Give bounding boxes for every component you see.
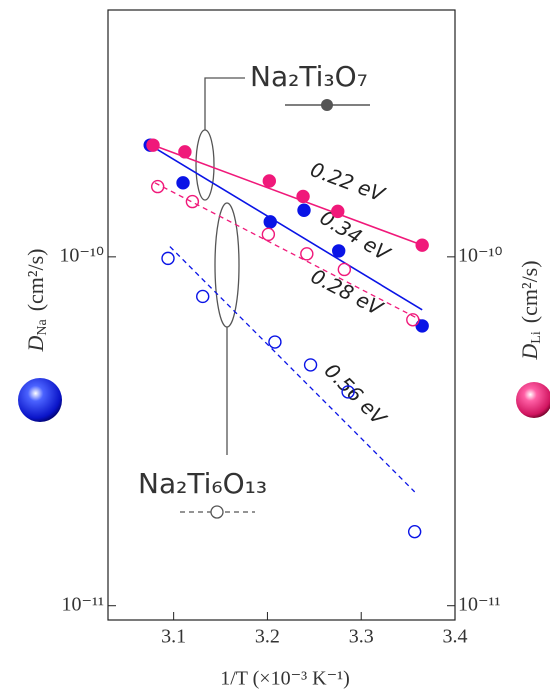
data-point	[161, 251, 175, 266]
data-point	[297, 203, 311, 217]
data-point	[341, 385, 355, 399]
data-point	[185, 194, 200, 209]
sodium-sphere	[18, 378, 62, 422]
data-point	[151, 179, 165, 194]
fit-line	[152, 144, 423, 246]
legend-label: Na₂Ti₃O₇	[250, 60, 368, 93]
data-point	[146, 138, 160, 152]
data-point	[176, 176, 190, 190]
y2-label-unit: (cm²/s)	[517, 260, 542, 323]
connector	[204, 77, 245, 130]
fit-line	[154, 182, 421, 321]
x-axis-label: 1/T (×10⁻³ K⁻¹)	[220, 668, 350, 690]
plot-frame	[107, 9, 456, 621]
data-point	[303, 358, 318, 372]
y2-label-symbol: D	[517, 344, 542, 361]
legend-entry: Na₂Ti₃O₇	[250, 60, 370, 111]
fit-label: 0.22 eV	[307, 157, 389, 207]
x-tick-label: 3.4	[443, 626, 468, 648]
data-point	[262, 174, 277, 188]
data-point	[407, 524, 422, 539]
data-point	[296, 189, 310, 204]
data-point	[332, 244, 346, 258]
data-point	[415, 319, 429, 333]
legend-marker	[321, 99, 333, 111]
data-point	[406, 313, 420, 327]
data-point	[196, 289, 210, 304]
x-tick-label: 3.3	[349, 626, 374, 648]
y-label-unit: (cm²/s)	[23, 248, 48, 311]
fit-label: 0.28 eV	[307, 264, 387, 321]
y2-axis-label: DLi (cm²/s)	[517, 260, 544, 360]
legend-label: Na₂Ti₆O₁₃	[138, 467, 267, 500]
legend-marker	[210, 505, 224, 519]
y2-tick-label: 10⁻¹¹	[458, 593, 501, 615]
data-point	[300, 247, 314, 261]
x-tick-label: 3.1	[161, 626, 186, 648]
data-point	[178, 145, 192, 159]
legend-entry: Na₂Ti₆O₁₃	[138, 467, 267, 519]
data-point	[263, 215, 277, 229]
fit-line	[169, 246, 416, 493]
y-axis-label: DNa (cm²/s)	[23, 248, 50, 352]
y2-tick-label: 10⁻¹⁰	[458, 244, 503, 266]
data-point	[261, 227, 276, 242]
y2-label-sub: Li	[529, 331, 544, 344]
data-point	[268, 335, 282, 349]
fit-label: 0.34 eV	[316, 205, 395, 266]
y-label-sub: Na	[35, 319, 50, 336]
y-label-symbol: D	[23, 336, 48, 353]
data-point	[331, 204, 345, 219]
data-point	[337, 262, 352, 277]
fit-line	[149, 144, 423, 311]
data-point	[415, 238, 429, 252]
y-tick-label: 10⁻¹⁰	[59, 244, 104, 266]
fit-label: 0.56 eV	[320, 358, 392, 430]
x-tick-label: 3.2	[255, 626, 280, 648]
lithium-sphere	[516, 382, 550, 418]
y-tick-label: 10⁻¹¹	[61, 593, 104, 615]
ellipse	[214, 202, 240, 328]
